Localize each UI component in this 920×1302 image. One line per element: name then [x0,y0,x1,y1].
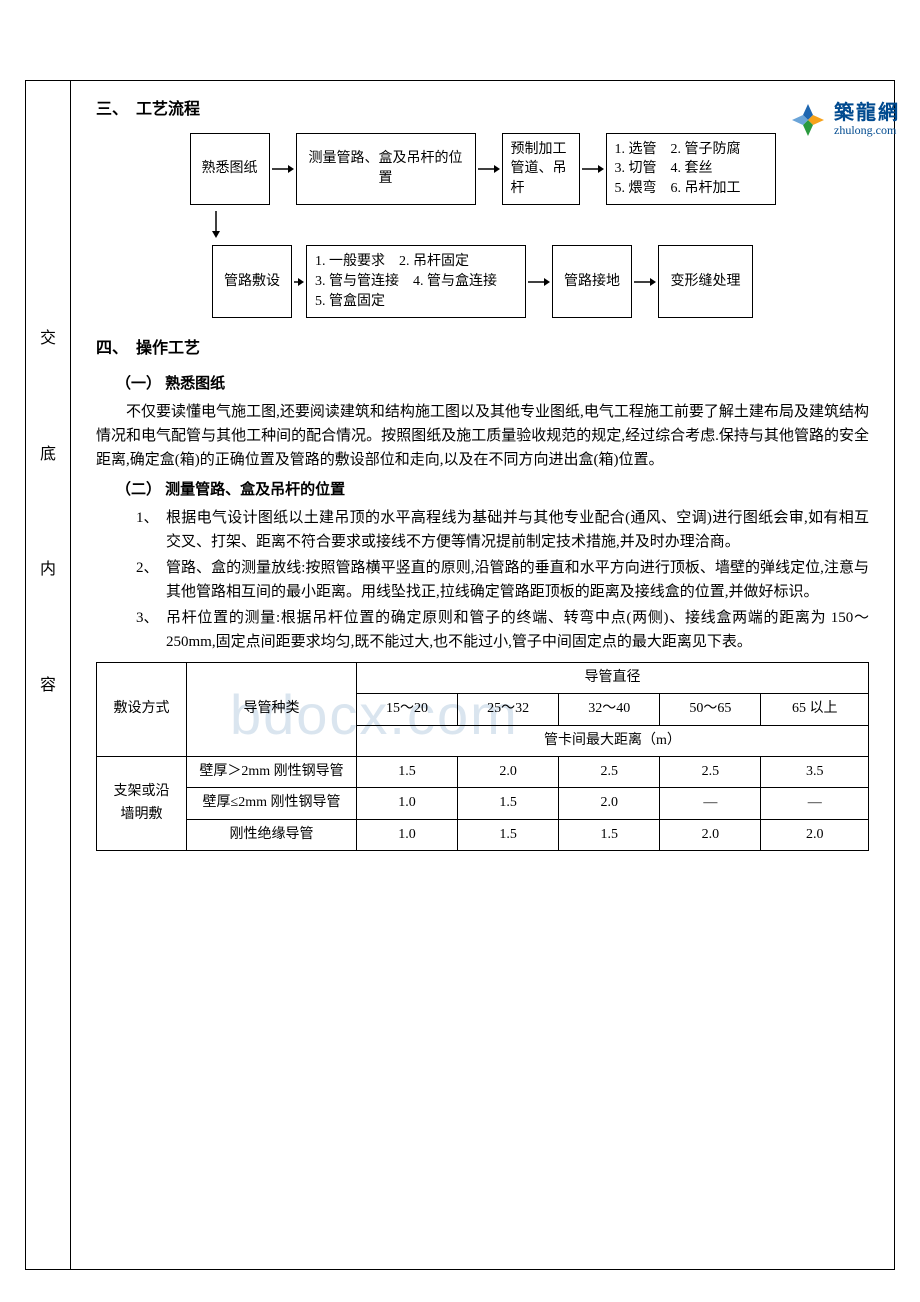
sub-2-list: 1、 根据电气设计图纸以土建吊顶的水平高程线为基础并与其他专业配合(通风、空调)… [136,506,869,654]
table-row: 刚性绝缘导管 1.0 1.5 1.5 2.0 2.0 [97,819,869,850]
item-number: 3、 [136,606,166,654]
dist-header: 管卡间最大距离（m） [357,725,869,756]
cell: 2.5 [559,756,660,787]
table-row: 支架或沿 墙明敷 壁厚＞2mm 刚性钢导管 1.5 2.0 2.5 2.5 3.… [97,756,869,787]
cell: 2.0 [458,756,559,787]
item-number: 2、 [136,556,166,604]
dia-col: 15～20 [357,694,458,725]
side-label-4: 容 [40,668,56,704]
cell: 1.5 [458,819,559,850]
sub-2-title: （二） 测量管路、盒及吊杆的位置 [116,478,869,502]
arrow-right-icon [270,133,296,206]
list-item: 2、 管路、盒的测量放线:按照管路横平竖直的原则,沿管路的垂直和水平方向进行顶板… [136,556,869,604]
col-dia-header: 导管直径 [357,662,869,693]
item-text: 根据电气设计图纸以土建吊顶的水平高程线为基础并与其他专业配合(通风、空调)进行图… [166,506,869,554]
cell: — [761,788,869,819]
flow-row-2: 管路敷设 1. 一般要求 2. 吊杆固定 3. 管与管连接 4. 管与盒连接 5… [96,245,869,318]
page-frame: 交 底 内 容 三、 工艺流程 熟悉图纸 测量管路、盒及吊杆的位置 预制加工 管… [25,80,895,1270]
sub-1-para: 不仅要读懂电气施工图,还要阅读建筑和结构施工图以及其他专业图纸,电气工程施工前要… [96,400,869,472]
cell: 2.0 [559,788,660,819]
list-item: 1、 根据电气设计图纸以土建吊顶的水平高程线为基础并与其他专业配合(通风、空调)… [136,506,869,554]
arrow-right-icon [476,133,502,206]
cell: 1.0 [357,819,458,850]
main-content: 三、 工艺流程 熟悉图纸 测量管路、盒及吊杆的位置 预制加工 管道、吊杆 1. … [71,81,894,1269]
cell: 1.5 [559,819,660,850]
flow-box-grounding: 管路接地 [552,245,632,318]
dia-col: 50～65 [660,694,761,725]
table-row: 敷设方式 导管种类 导管直径 [97,662,869,693]
section-4-heading: 四、 操作工艺 [96,336,869,362]
flow-box-joint: 变形缝处理 [658,245,753,318]
col-method: 敷设方式 [97,662,187,756]
spacing-table: 敷设方式 导管种类 导管直径 15～20 25～32 32～40 50～65 6… [96,662,869,851]
flow-row-1: 熟悉图纸 测量管路、盒及吊杆的位置 预制加工 管道、吊杆 1. 选管 2. 管子… [96,133,869,206]
pipe-type: 壁厚≤2mm 刚性钢导管 [187,788,357,819]
dia-col: 65 以上 [761,694,869,725]
table-row: 壁厚≤2mm 刚性钢导管 1.0 1.5 2.0 — — [97,788,869,819]
flow-down-connector [96,211,869,239]
flow-box-prefab-steps: 1. 选管 2. 管子防腐 3. 切管 4. 套丝 5. 煨弯 6. 吊杆加工 [606,133,776,206]
section-3-heading: 三、 工艺流程 [96,97,869,123]
flowchart: 熟悉图纸 测量管路、盒及吊杆的位置 预制加工 管道、吊杆 1. 选管 2. 管子… [96,133,869,319]
pipe-type: 刚性绝缘导管 [187,819,357,850]
side-label-2: 底 [40,437,56,473]
flow-box-prefab: 预制加工 管道、吊杆 [502,133,580,206]
cell: — [660,788,761,819]
method-group: 支架或沿 墙明敷 [97,756,187,850]
flow-box-layout: 管路敷设 [212,245,292,318]
arrow-right-icon [292,245,306,318]
arrow-right-icon [526,245,552,318]
col-type: 导管种类 [187,662,357,756]
item-text: 吊杆位置的测量:根据吊杆位置的确定原则和管子的终端、转弯中点(两侧)、接线盒两端… [166,606,869,654]
cell: 3.5 [761,756,869,787]
dia-col: 32～40 [559,694,660,725]
item-number: 1、 [136,506,166,554]
arrow-right-icon [580,133,606,206]
dia-col: 25～32 [458,694,559,725]
list-item: 3、 吊杆位置的测量:根据吊杆位置的确定原则和管子的终端、转弯中点(两侧)、接线… [136,606,869,654]
cell: 1.5 [458,788,559,819]
flow-box-measure: 测量管路、盒及吊杆的位置 [296,133,476,206]
side-label-3: 内 [40,552,56,588]
cell: 2.5 [660,756,761,787]
cell: 2.0 [761,819,869,850]
flow-box-familiarize: 熟悉图纸 [190,133,270,206]
cell: 1.0 [357,788,458,819]
cell: 1.5 [357,756,458,787]
cell: 2.0 [660,819,761,850]
item-text: 管路、盒的测量放线:按照管路横平竖直的原则,沿管路的垂直和水平方向进行顶板、墙壁… [166,556,869,604]
side-label-1: 交 [40,321,56,357]
side-column: 交 底 内 容 [26,81,71,1269]
arrow-right-icon [632,245,658,318]
flow-box-layout-steps: 1. 一般要求 2. 吊杆固定 3. 管与管连接 4. 管与盒连接 5. 管盒固… [306,245,526,318]
arrow-down-icon [206,211,226,239]
pipe-type: 壁厚＞2mm 刚性钢导管 [187,756,357,787]
sub-1-title: （一） 熟悉图纸 [116,372,869,396]
